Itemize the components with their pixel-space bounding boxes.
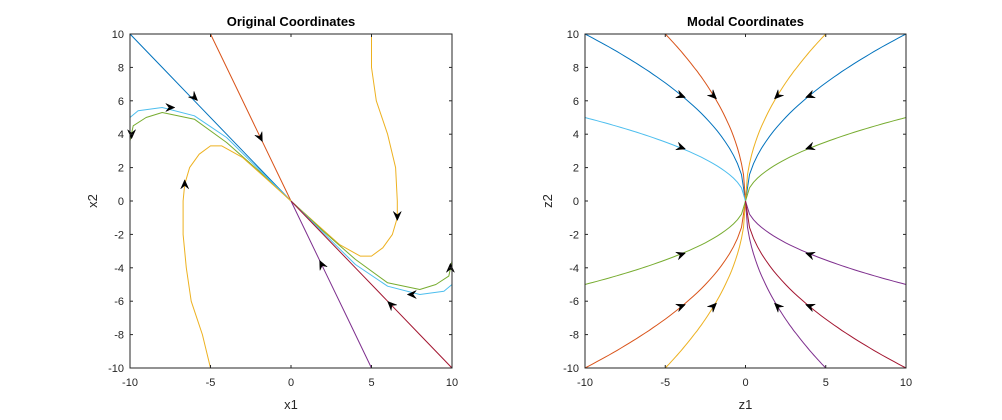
trajectory-arrow xyxy=(675,251,687,260)
trajectory-arrow xyxy=(675,90,687,99)
axes-box-modal xyxy=(584,33,907,369)
y-tick-label: -6 xyxy=(569,296,579,308)
trajectory-arrow xyxy=(675,303,687,312)
y-tick-label: 8 xyxy=(118,62,124,74)
y-tick-label: 0 xyxy=(118,196,124,208)
trajectory-arrow xyxy=(319,259,328,271)
trajectory-arrow xyxy=(387,300,397,311)
x-ticks-original: -10 -5 0 5 10 xyxy=(122,377,458,389)
x-tick-label: -5 xyxy=(660,377,670,389)
y-tick-label: 8 xyxy=(573,62,579,74)
y-tick-label: -4 xyxy=(569,263,579,275)
trajectory-line xyxy=(584,117,746,202)
chart-title-modal: Modal Coordinates xyxy=(687,14,804,29)
x-tick-label: 10 xyxy=(900,377,912,389)
y-axis-label-modal: z2 xyxy=(540,194,555,208)
modal-coordinates-panel: Modal Coordinates z1 z2 -10 -5 0 5 10 -1… xyxy=(540,14,912,412)
original-coordinates-panel: Original Coordinates x1 x2 -10 -5 0 5 10… xyxy=(85,14,458,412)
y-tick-label: 2 xyxy=(573,163,579,175)
trajectory-line xyxy=(664,200,746,369)
y-tick-label: -8 xyxy=(569,330,579,342)
y-ticks-original: -10 -8 -6 -4 -2 0 2 4 6 8 10 xyxy=(108,29,124,375)
x-axis-label-original: x1 xyxy=(284,397,298,412)
trajectory-line xyxy=(584,200,746,369)
y-ticks-modal: -10 -8 -6 -4 -2 0 2 4 6 8 10 xyxy=(563,29,579,375)
x-tick-label: 5 xyxy=(823,377,829,389)
x-tick-label: 0 xyxy=(288,377,294,389)
y-tick-label: 6 xyxy=(118,96,124,108)
y-tick-label: -4 xyxy=(114,263,124,275)
trajectory-line xyxy=(745,200,827,369)
trajectory-arrow xyxy=(406,290,417,299)
y-tick-label: 0 xyxy=(573,196,579,208)
trajectory-line xyxy=(584,33,746,202)
trajectory-arrow xyxy=(707,89,718,100)
y-tick-label: -8 xyxy=(114,330,124,342)
trajectory-line xyxy=(290,200,372,369)
trajectory-arrow xyxy=(804,90,816,99)
trajectory-arrow xyxy=(165,103,176,112)
y-tick-label: -2 xyxy=(114,229,124,241)
trajectory-line xyxy=(290,34,398,257)
trajectory-line xyxy=(129,33,292,202)
x-tick-label: 5 xyxy=(368,377,374,389)
y-tick-label: 4 xyxy=(573,129,579,141)
trajectory-arrow xyxy=(675,142,687,151)
y-tick-label: -6 xyxy=(114,296,124,308)
trajectory-line xyxy=(290,200,453,369)
y-tick-label: -10 xyxy=(563,363,579,375)
y-tick-label: 10 xyxy=(567,29,579,41)
x-tick-label: -5 xyxy=(206,377,216,389)
y-axis-label-original: x2 xyxy=(85,194,100,208)
trajectory-line xyxy=(745,117,907,202)
trajectory-arrow xyxy=(804,142,816,151)
y-tick-label: -2 xyxy=(569,229,579,241)
trajectory-line xyxy=(182,145,292,369)
trajectory-arrow xyxy=(188,91,199,102)
axes-box-original xyxy=(129,33,453,369)
trajectory-arrow xyxy=(804,303,816,312)
trajectory-line xyxy=(745,33,907,202)
trajectory-arrow xyxy=(393,211,402,222)
trajectory-line xyxy=(584,200,746,285)
trajectory-line xyxy=(210,33,292,202)
trajectory-arrow xyxy=(707,302,718,313)
x-tick-label: 10 xyxy=(446,377,458,389)
x-tick-label: -10 xyxy=(122,377,138,389)
trajectory-line xyxy=(664,33,746,202)
y-tick-label: -10 xyxy=(108,363,124,375)
trajectory-line xyxy=(745,200,907,285)
series-group-modal xyxy=(584,33,907,369)
trajectory-line xyxy=(745,200,907,369)
x-tick-label: 0 xyxy=(742,377,748,389)
trajectory-arrow xyxy=(804,251,816,260)
y-tick-label: 2 xyxy=(118,163,124,175)
y-tick-label: 6 xyxy=(573,96,579,108)
y-tick-label: 4 xyxy=(118,129,124,141)
trajectory-arrow xyxy=(773,89,784,100)
series-group-original xyxy=(127,33,455,369)
x-axis-label-modal: z1 xyxy=(739,397,753,412)
x-ticks-modal: -10 -5 0 5 10 xyxy=(577,377,912,389)
trajectory-line xyxy=(745,33,827,202)
trajectory-arrow xyxy=(254,131,263,143)
trajectory-arrow xyxy=(180,179,189,189)
x-tick-label: -10 xyxy=(577,377,593,389)
y-tick-label: 10 xyxy=(112,29,124,41)
trajectory-arrow xyxy=(773,302,784,313)
chart-title-original: Original Coordinates xyxy=(227,14,356,29)
